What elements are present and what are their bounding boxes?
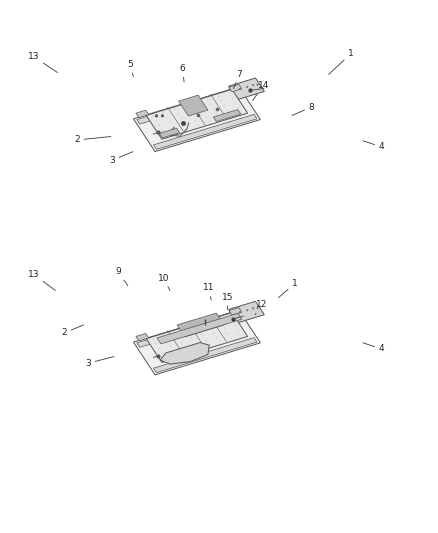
Text: 7: 7	[233, 70, 241, 88]
Polygon shape	[177, 313, 224, 337]
Polygon shape	[136, 110, 148, 118]
Text: 2: 2	[61, 325, 83, 337]
Polygon shape	[157, 313, 241, 344]
Text: 3: 3	[85, 357, 114, 368]
Text: 8: 8	[291, 102, 314, 116]
Polygon shape	[153, 337, 256, 373]
Text: 12: 12	[254, 300, 267, 314]
Polygon shape	[229, 308, 241, 315]
Polygon shape	[137, 89, 240, 124]
Text: 10: 10	[157, 273, 170, 290]
Text: 4: 4	[362, 141, 383, 151]
Circle shape	[256, 84, 258, 85]
Polygon shape	[229, 84, 241, 92]
Text: 13: 13	[28, 270, 55, 290]
Polygon shape	[136, 334, 148, 341]
Polygon shape	[133, 87, 260, 151]
Text: 2: 2	[74, 135, 110, 144]
Circle shape	[252, 84, 254, 86]
Text: 14: 14	[252, 81, 268, 101]
Polygon shape	[160, 343, 208, 364]
Text: 11: 11	[203, 283, 214, 300]
Circle shape	[256, 307, 258, 309]
Circle shape	[239, 311, 240, 313]
Circle shape	[252, 308, 254, 309]
Circle shape	[246, 86, 247, 88]
Polygon shape	[213, 110, 240, 122]
Text: 4: 4	[362, 343, 383, 353]
Polygon shape	[228, 78, 264, 100]
Polygon shape	[146, 90, 247, 139]
Polygon shape	[133, 310, 260, 375]
Text: 5: 5	[127, 60, 133, 77]
Circle shape	[246, 309, 247, 311]
Polygon shape	[159, 128, 179, 138]
Text: 1: 1	[278, 279, 297, 297]
Text: 9: 9	[115, 268, 127, 286]
Text: 1: 1	[328, 50, 353, 74]
Polygon shape	[146, 313, 247, 362]
Polygon shape	[153, 115, 256, 149]
Text: 3: 3	[109, 152, 133, 165]
Polygon shape	[137, 312, 240, 348]
Text: 15: 15	[221, 293, 233, 310]
Polygon shape	[228, 301, 264, 323]
Circle shape	[239, 88, 240, 90]
Text: 13: 13	[28, 52, 57, 72]
Polygon shape	[178, 95, 208, 116]
Text: 6: 6	[179, 64, 185, 82]
